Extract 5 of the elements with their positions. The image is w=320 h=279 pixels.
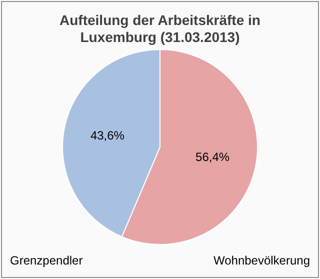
data-label: 56,4% [196,150,230,164]
chart-title: Aufteilung der Arbeitskräfte in Luxemburg (31.03.2013) [58,12,262,46]
slice-label: Grenzpendler [10,253,83,268]
slice-label: Wohnbevölkerung [213,253,310,268]
data-label: 43,6% [90,128,125,143]
